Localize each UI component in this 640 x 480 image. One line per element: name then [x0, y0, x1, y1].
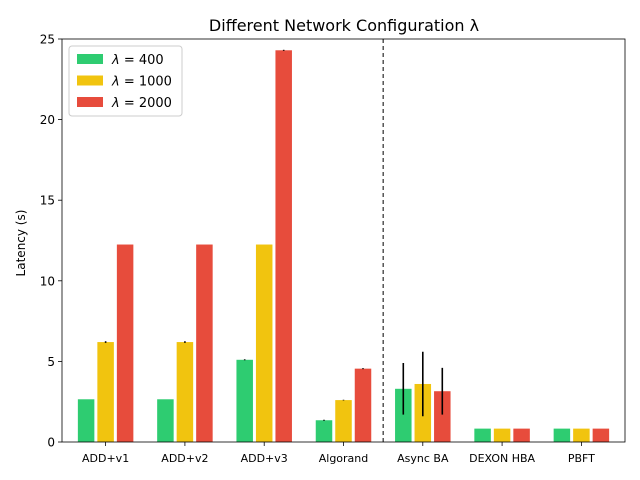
x-tick-label: PBFT — [568, 452, 595, 465]
bar — [77, 399, 95, 442]
y-tick-label: 15 — [40, 194, 55, 208]
y-tick-label: 10 — [40, 274, 55, 288]
bar — [196, 244, 213, 442]
bar — [275, 50, 292, 442]
legend-entry: λ = 1000 — [111, 75, 172, 90]
x-tick-label: ADD+v3 — [241, 452, 288, 465]
y-tick-label: 25 — [40, 33, 55, 47]
legend-value: = 400 — [120, 53, 164, 68]
y-axis-label: Latency (s) — [14, 210, 28, 277]
bar — [493, 428, 511, 442]
bar — [513, 428, 530, 442]
axes: ADD+v1 ADD+v2 ADD+v3 Algorand Async BA DEXON … — [40, 33, 626, 465]
x-tick-label: ADD+v1 — [82, 452, 129, 465]
chart-title-text: Different Network Configuration λ — [209, 16, 479, 35]
bar — [474, 428, 491, 442]
bar — [315, 420, 333, 442]
bar — [573, 428, 590, 442]
legend-value: = 1000 — [120, 75, 172, 90]
chart-title: Different Network Configuration λ — [209, 16, 479, 35]
legend-entry: λ = 2000 — [111, 96, 172, 111]
x-tick-label: Async BA — [397, 452, 449, 465]
bar — [395, 388, 412, 442]
x-tick-label: ADD+v2 — [161, 452, 208, 465]
bar — [434, 391, 451, 442]
legend-entry: λ = 400 — [111, 53, 164, 68]
legend-swatch — [77, 75, 103, 86]
bar — [116, 244, 134, 442]
bar — [354, 368, 372, 442]
y-tick-label: 20 — [40, 113, 55, 127]
legend-lambda: λ — [111, 96, 120, 111]
plot-area — [77, 39, 610, 442]
bar — [236, 359, 253, 442]
plot-frame — [61, 38, 626, 443]
legend-value: = 2000 — [120, 96, 172, 111]
bar — [335, 400, 352, 442]
x-tick-label: Algorand — [319, 452, 369, 465]
bar — [553, 428, 571, 442]
legend-lambda: λ — [111, 53, 120, 68]
legend-lambda: λ — [111, 75, 120, 90]
bar — [157, 399, 174, 442]
y-tick-label: 5 — [47, 355, 55, 369]
y-tick-label: 0 — [47, 436, 55, 450]
x-tick-label: DEXON HBA — [469, 452, 535, 465]
bar — [255, 244, 273, 442]
legend-swatch — [77, 54, 103, 64]
bar — [97, 342, 114, 442]
bar — [176, 342, 194, 442]
bar — [592, 428, 610, 442]
legend-swatch — [77, 97, 103, 107]
